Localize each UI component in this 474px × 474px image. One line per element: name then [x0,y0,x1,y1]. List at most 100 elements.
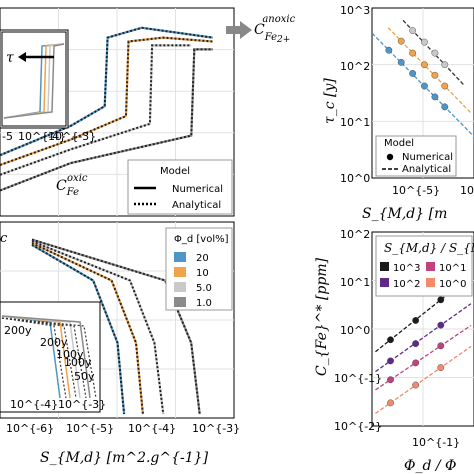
br-point-0-2 [437,296,445,304]
legend-ratio-swatch-2 [380,278,389,287]
legend-model-analytical: Analytical [172,200,221,211]
br-point-1-0 [387,357,394,365]
inset-year-2: 100y [56,348,84,361]
tl-series-3 [0,48,213,192]
br-ytick-4: 10^{-2} [334,420,382,433]
br-point-3-0 [387,399,394,407]
inset-bottom-left-lines [1,315,97,399]
legend-ratio-swatch-0 [380,262,389,271]
tr-xtick-0: 10^{-5} [392,184,440,197]
legend-phi-label-0: 20 [196,253,209,264]
bl-xtick-3: 10^{-3} [192,422,240,435]
legend-ratio-label-0: 10^3 [393,263,420,274]
br-point-2-2 [437,342,445,350]
legend-ratio-swatch-1 [426,262,435,271]
legend-phi-label-1: 10 [196,268,209,279]
tr-point-0-3 [421,82,428,90]
tl-inset-curve-3 [3,43,65,119]
br-ytick-1: 10^1 [340,276,370,289]
inset-year-4: 50y [74,370,95,383]
tau-arrow-head [18,52,26,62]
legend-phi-label-3: 1.0 [196,298,212,309]
inset-year-3: 100y [64,356,92,369]
tr-point-1-3 [431,71,439,79]
bl-xtick-2: 10^{-4} [128,422,176,435]
br-point-3-2 [437,364,445,372]
tr-point-0-0 [385,46,393,54]
legend-model-numerical: Numerical [172,184,223,195]
bl-xtick-1: 10^{-5} [66,422,114,435]
legend-ratio-label-1: 10^1 [439,263,466,274]
inset-year-1: 200y [40,336,68,349]
panel-bottom-right: 10^2 10^1 10^0 10^{-1} 10^{-2} C_{Fe}^* … [314,228,474,474]
inset-tick-1: 10^{-4} [18,130,66,143]
tr-point-1-1 [409,49,417,57]
bl-analytical-3 [31,238,201,415]
legend-phi-label-2: 5.0 [196,283,212,294]
legend-ratio-label-2: 10^2 [393,279,420,290]
inset-tick-2: 10^{-3} [48,130,96,143]
legend-ratio [375,235,473,297]
tl-series-0 [0,26,213,157]
panel-top-left-series [0,26,213,192]
bl-analytical-2 [31,240,165,415]
mid-tail: c [0,231,8,246]
inset-tick-0: -5 [2,130,13,143]
br-point-1-2 [437,321,445,329]
br-point-2-1 [412,359,420,367]
tr-point-2-0 [409,27,417,34]
panel-top-right: 10^3 10^2 10^1 10^0 τ_c [y] Model Numeri… [322,4,474,222]
legend-tau-numerical: Numerical [402,152,453,163]
panel-bottom-right-points [375,275,472,414]
inset-bl-tick-1: 10^{-3} [58,398,106,411]
bl-xlabel: S_{M,d} [m^2.g^{-1}] [40,450,209,466]
panel-top-left: τ -5 10^{-4} 10^{-3} Model Numerical Ana… [0,7,235,217]
legend-phi-swatch-3 [174,297,186,307]
br-ylabel: C_{Fe}^* [ppm] [314,257,330,376]
tr-point-1-0 [397,37,405,45]
legend-model-title: Model [160,166,190,177]
panel-top-right-points [372,19,474,138]
tr-xlabel: S_{M,d} [m [362,206,447,222]
tr-ylabel: τ_c [y] [322,78,338,124]
inset-top-left-inner [1,31,67,127]
br-xtick-0: 10^{-1} [412,436,460,449]
br-point-2-0 [387,376,394,384]
legend-ratio-items: 10^3 10^1 10^2 10^0 [380,262,466,290]
panel-bottom-left-series [31,238,201,415]
br-point-0-0 [387,336,394,344]
tr-ytick-3: 10^0 [340,172,370,185]
inset-year-0: 200y [4,324,32,337]
legend-tau-dot [386,153,394,161]
br-point-1-1 [412,340,420,347]
legend-phi-swatch-0 [174,252,186,262]
tr-point-0-5 [441,103,449,111]
tr-ytick-1: 10^2 [340,60,370,73]
bl-analytical-0 [31,244,126,415]
inset-top-left-lines [3,43,65,119]
tr-point-0-2 [409,70,417,77]
tr-ytick-2: 10^1 [340,116,370,129]
legend-tau-title: Model [384,138,414,149]
br-xlabel: Φ_d / Φ [404,458,457,474]
tr-point-0-4 [431,93,439,101]
tl-analytical-1 [0,36,213,166]
bl-xtick-0: 10^{-6} [6,422,54,435]
tr-point-1-4 [441,82,449,90]
legend-phi-swatch-1 [174,267,186,277]
legend-ratio-label-3: 10^0 [439,279,466,290]
anoxic-label: CFe2+anoxic [254,14,296,45]
tr-xtick-1: 10 [460,184,474,197]
tr-ytick-0: 10^3 [340,4,370,17]
br-ytick-2: 10^0 [340,324,370,337]
legend-ratio-title: S_{M,d} / S_{M,p} [384,241,474,255]
bl-analytical-1 [31,242,144,415]
legend-phi-items: 20 10 5.0 1.0 [174,252,212,309]
panel-bottom-left: c 200y 200y 100y 100y 50y 10^{-4} 10^{-3… [0,221,240,466]
legend-ratio-swatch-3 [426,278,435,287]
anoxic-arrow [226,21,252,39]
tl-analytical-2 [0,44,192,176]
br-ytick-3: 10^{-1} [334,372,382,385]
legend-phi-swatch-2 [174,282,186,292]
